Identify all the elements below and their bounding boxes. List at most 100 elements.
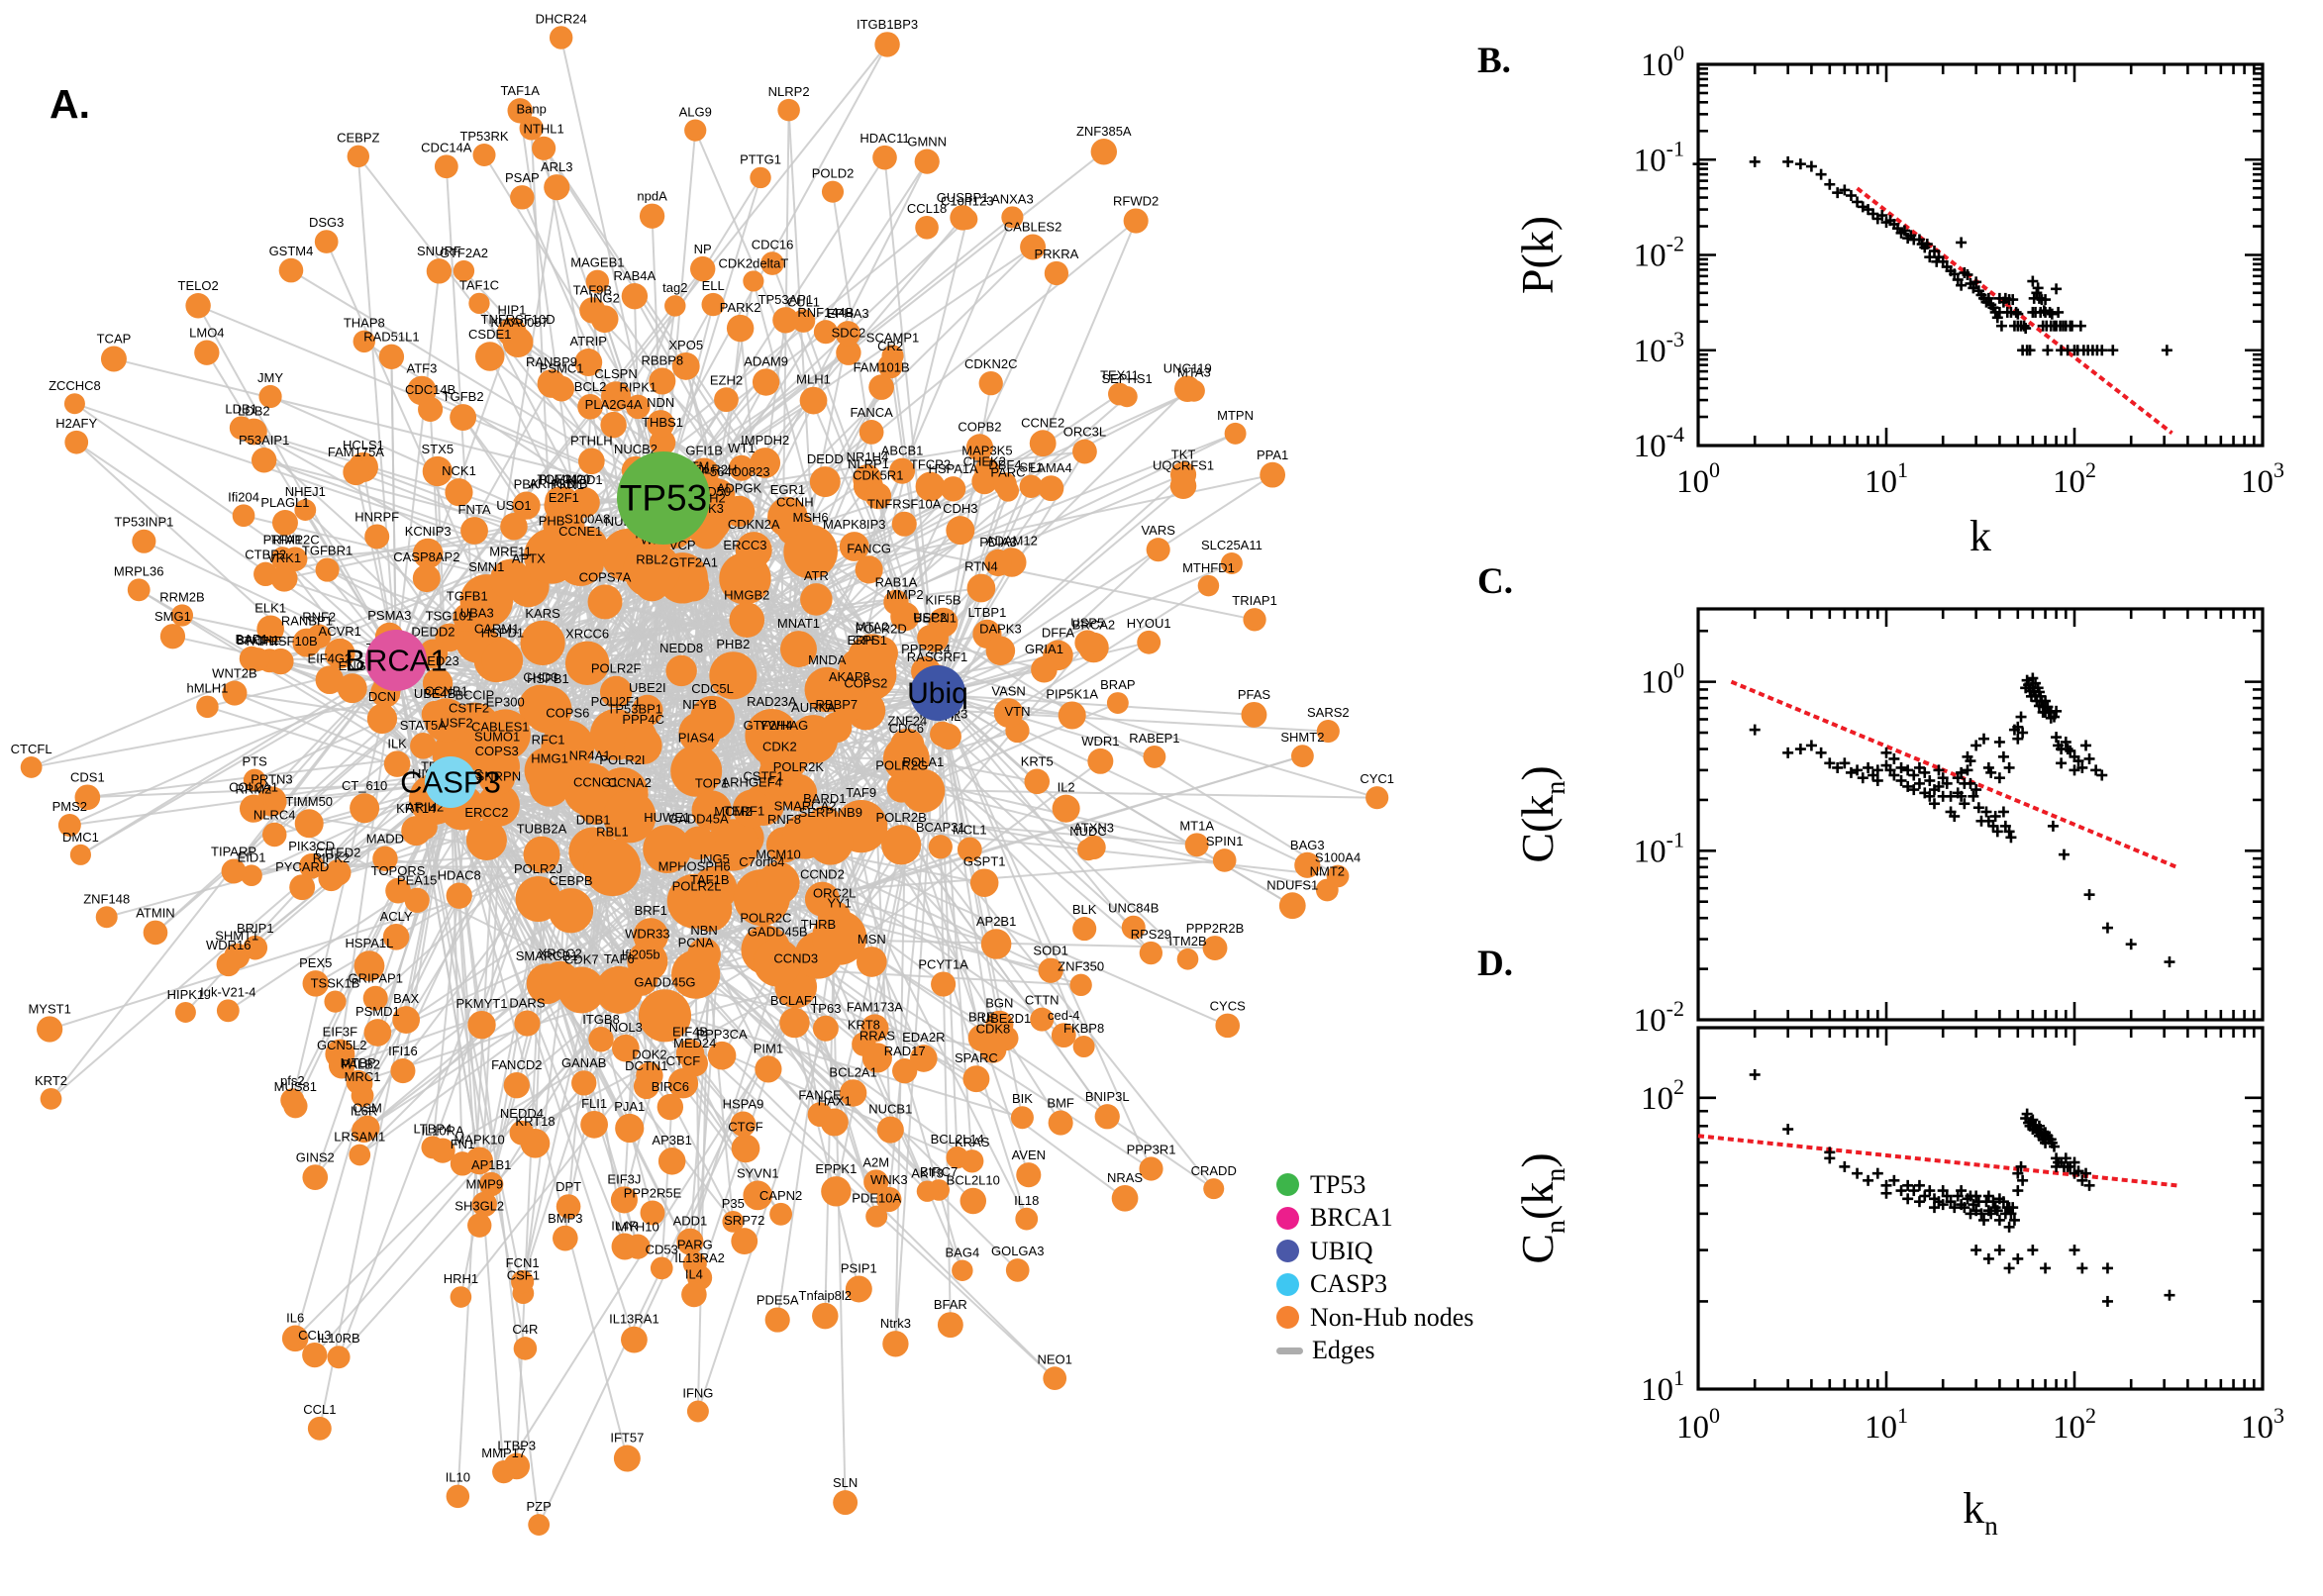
network-node	[675, 1039, 705, 1068]
network-node-label: POLR2D	[856, 622, 907, 637]
network-node	[481, 640, 524, 681]
network-node-label: BCCIP	[455, 688, 495, 703]
network-node	[1094, 1104, 1120, 1130]
tick-label: 10-4	[1634, 422, 1684, 464]
network-node-label: BLK	[1072, 902, 1097, 917]
network-node-label: BIRC7	[920, 1164, 958, 1179]
network-node	[241, 864, 262, 887]
network-node-label: CDC14B	[405, 382, 455, 397]
network-node-label: BECN1	[914, 610, 957, 625]
legend-item-tp53: TP53	[1276, 1168, 1473, 1202]
network-node-label: EIF3F	[323, 1025, 357, 1040]
network-node-label: MTA3	[1177, 365, 1211, 380]
network-node-label: HDAC11	[859, 131, 909, 146]
network-node	[74, 784, 101, 811]
network-node	[732, 789, 771, 829]
network-node	[957, 837, 982, 862]
network-node-label: ERCC3	[723, 538, 766, 552]
network-node-label: TKT	[1171, 447, 1196, 461]
tick-label: 101	[1865, 457, 1908, 500]
network-node	[1143, 746, 1166, 768]
network-node-label: MCM10	[756, 847, 801, 861]
network-node	[294, 499, 317, 521]
network-node-label: APTX	[512, 550, 546, 565]
network-node-label: CCNA2	[608, 775, 652, 790]
network-node-label: CD53	[646, 1243, 678, 1257]
network-node	[57, 813, 81, 837]
network-node	[755, 1055, 782, 1083]
network-node-label: VTN	[1004, 704, 1030, 719]
network-node	[532, 136, 556, 160]
network-node-label: ORC2L	[813, 886, 856, 901]
network-node-label: MSN	[858, 932, 886, 947]
panel-label-b: B.	[1477, 41, 1511, 81]
network-node-label: MRE11	[489, 545, 531, 559]
network-node-label: BRCA2	[1072, 618, 1115, 633]
network-node	[960, 1149, 984, 1173]
network-node-label: ADPGK	[717, 481, 762, 496]
network-node-label: MED23	[416, 653, 458, 668]
network-node-label: Ifi204	[228, 489, 259, 504]
network-node	[831, 683, 868, 722]
network-node-label: S100A4	[1315, 850, 1361, 865]
network-node-label: RBL1	[596, 824, 629, 839]
network-node	[446, 882, 472, 909]
network-node	[132, 529, 156, 553]
network-node	[216, 999, 240, 1023]
network-node	[243, 768, 266, 792]
panel-c-plot: 100 10-1 10-2 C(kn)	[1512, 607, 2265, 1039]
charts-canvas: 100 101 102 10310010-110-210-310-4kP(k)1001…	[1512, 41, 2284, 1541]
network-node-label: EPHA3	[827, 306, 869, 321]
plot-frame	[1696, 607, 2265, 1022]
network-node	[1051, 1023, 1076, 1048]
network-node-label: PRKRA	[1035, 247, 1079, 261]
plot-frame	[1696, 62, 2265, 448]
network-node	[892, 1058, 918, 1084]
network-node-label: MYST1	[28, 1001, 70, 1016]
network-node	[624, 727, 662, 765]
network-node	[1121, 915, 1146, 940]
network-node	[1074, 630, 1101, 656]
network-node-label: HCLS1	[343, 438, 384, 452]
network-node	[709, 651, 758, 700]
network-node	[588, 1027, 614, 1052]
network-node-label: KRT14	[396, 801, 436, 816]
network-node	[577, 393, 603, 420]
node-swatch-icon	[1276, 1173, 1299, 1197]
network-node	[1294, 851, 1321, 878]
network-node	[821, 180, 845, 203]
network-node	[743, 270, 764, 292]
network-node	[845, 1275, 872, 1303]
network-node-label: BRF1	[635, 903, 667, 918]
network-node	[1087, 748, 1114, 774]
network-node	[1169, 472, 1197, 500]
network-node	[860, 1014, 889, 1043]
network-node	[362, 985, 388, 1011]
network-node	[1278, 892, 1306, 920]
network-node-label: FAM173A	[847, 999, 903, 1014]
network-node-label: EPPK1	[815, 1161, 857, 1176]
network-node-label: MADD	[366, 832, 404, 847]
network-node	[465, 819, 507, 861]
network-node-label: ORC3L	[1063, 425, 1106, 440]
network-node-label: HSPD1	[481, 625, 524, 640]
network-node-label: NOL3	[609, 1020, 643, 1035]
network-node	[1019, 474, 1044, 499]
network-node	[1072, 1036, 1095, 1058]
network-node-label: CCND2	[800, 867, 845, 882]
network-node-label: CDH3	[943, 501, 977, 516]
network-node	[450, 1286, 472, 1308]
network-node-label: PIM1	[754, 1041, 783, 1055]
network-node-label: PPP4C	[622, 712, 664, 727]
network-node-label: CT_610	[342, 778, 387, 793]
network-node	[520, 620, 565, 665]
network-node	[518, 684, 563, 729]
network-node-label: WDR16	[206, 938, 252, 952]
network-node-label: PSMD1	[355, 1004, 400, 1019]
network-node-label: BAG4	[946, 1246, 980, 1260]
network-node-label: CDS1	[70, 769, 105, 784]
network-node	[418, 396, 444, 422]
network-node-label: GANAB	[561, 1055, 607, 1070]
network-node	[684, 119, 707, 142]
network-node	[861, 1043, 892, 1073]
